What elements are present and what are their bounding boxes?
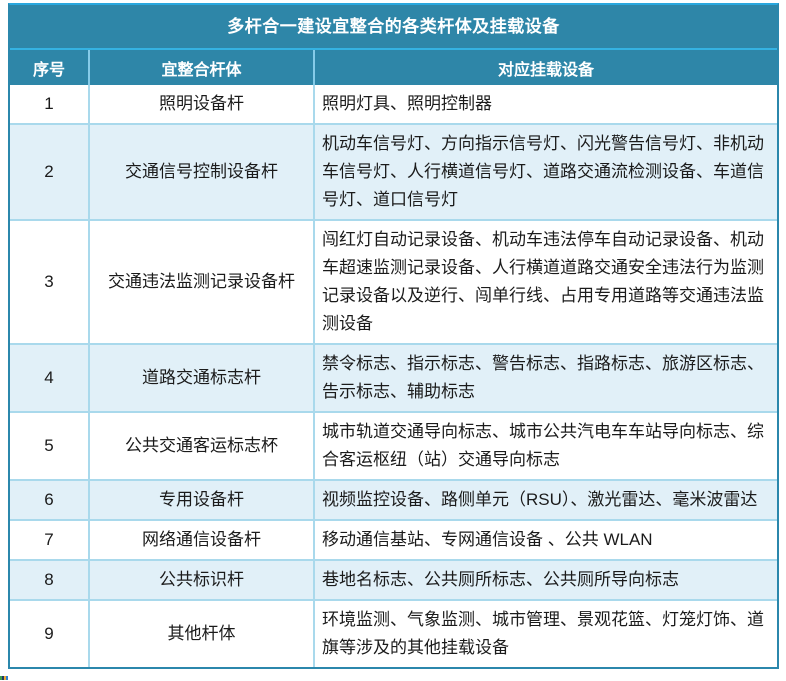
corner-pixel-artifact [0, 676, 8, 680]
table-row: 1 照明设备杆 照明灯具、照明控制器 [10, 85, 777, 123]
header-col-pole-type: 宜整合杆体 [90, 50, 315, 85]
mounted-devices: 机动车信号灯、方向指示信号灯、闪光警告信号灯、非机动车信号灯、人行横道信号灯、道… [322, 134, 764, 209]
pole-type: 其他杆体 [90, 601, 315, 667]
artifact-pixel [0, 676, 2, 680]
table-row: 4 道路交通标志杆 禁令标志、指示标志、警告标志、指路标志、旅游区标志、告示标志… [10, 343, 777, 411]
mounted-devices: 移动通信基站、专网通信设备 、公共 WLAN [322, 530, 653, 549]
pole-type: 网络通信设备杆 [90, 521, 315, 559]
row-number: 2 [10, 125, 90, 219]
table-row: 2 交通信号控制设备杆 机动车信号灯、方向指示信号灯、闪光警告信号灯、非机动车信… [10, 123, 777, 219]
table-body: 1 照明设备杆 照明灯具、照明控制器 2 交通信号控制设备杆 机动车信号灯、方向… [10, 85, 777, 667]
table-row: 5 公共交通客运标志杯 城市轨道交通导向标志、城市公共汽电车车站导向标志、综合客… [10, 411, 777, 479]
pole-integration-table: 多杆合一建设宜整合的各类杆体及挂载设备 序号 宜整合杆体 对应挂载设备 1 照明… [8, 3, 779, 669]
table-title: 多杆合一建设宜整合的各类杆体及挂载设备 [10, 5, 777, 50]
table-row: 7 网络通信设备杆 移动通信基站、专网通信设备 、公共 WLAN [10, 519, 777, 559]
table-row: 6 专用设备杆 视频监控设备、路侧单元（RSU）、激光雷达、毫米波雷达 [10, 479, 777, 519]
artifact-pixel [2, 676, 4, 680]
pole-type: 道路交通标志杆 [90, 345, 315, 411]
pole-type: 公共交通客运标志杯 [90, 413, 315, 479]
row-number: 1 [10, 85, 90, 123]
row-number: 8 [10, 561, 90, 599]
artifact-pixel [6, 676, 8, 680]
pole-type: 专用设备杆 [90, 481, 315, 519]
header-col-devices: 对应挂载设备 [497, 61, 594, 79]
row-number: 9 [10, 601, 90, 667]
row-number: 3 [10, 221, 90, 343]
row-number: 4 [10, 345, 90, 411]
pole-type: 交通信号控制设备杆 [90, 125, 315, 219]
mounted-devices: 城市轨道交通导向标志、城市公共汽电车车站导向标志、综合客运枢纽（站）交通导向标志 [322, 422, 764, 469]
mounted-devices: 视频监控设备、路侧单元（RSU）、激光雷达、毫米波雷达 [322, 490, 758, 509]
pole-type: 照明设备杆 [90, 85, 315, 123]
mounted-devices: 禁令标志、指示标志、警告标志、指路标志、旅游区标志、告示标志、辅助标志 [322, 354, 764, 401]
artifact-pixel [4, 676, 6, 680]
header-col-number: 序号 [10, 50, 90, 85]
mounted-devices: 闯红灯自动记录设备、机动车违法停车自动记录设备、机动车超速监测记录设备、人行横道… [322, 230, 764, 333]
pole-type: 交通违法监测记录设备杆 [90, 221, 315, 343]
row-number: 6 [10, 481, 90, 519]
mounted-devices: 巷地名标志、公共厕所标志、公共厕所导向标志 [322, 570, 679, 589]
row-number: 7 [10, 521, 90, 559]
table-row: 9 其他杆体 环境监测、气象监测、城市管理、景观花篮、灯笼灯饰、道旗等涉及的其他… [10, 599, 777, 667]
table-row: 3 交通违法监测记录设备杆 闯红灯自动记录设备、机动车违法停车自动记录设备、机动… [10, 219, 777, 343]
mounted-devices: 照明灯具、照明控制器 [322, 94, 492, 113]
row-number: 5 [10, 413, 90, 479]
table-header-row: 序号 宜整合杆体 对应挂载设备 [10, 50, 777, 85]
table-row: 8 公共标识杆 巷地名标志、公共厕所标志、公共厕所导向标志 [10, 559, 777, 599]
mounted-devices: 环境监测、气象监测、城市管理、景观花篮、灯笼灯饰、道旗等涉及的其他挂载设备 [322, 610, 764, 657]
pole-type: 公共标识杆 [90, 561, 315, 599]
